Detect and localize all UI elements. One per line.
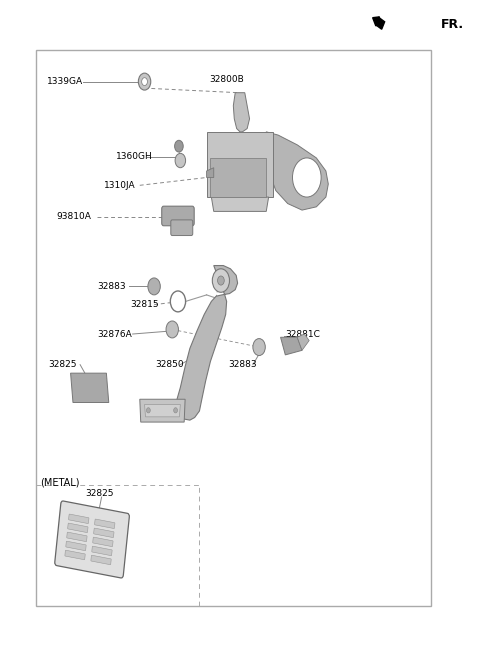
Polygon shape	[233, 93, 250, 132]
Circle shape	[175, 140, 183, 152]
FancyBboxPatch shape	[92, 546, 112, 555]
FancyBboxPatch shape	[55, 501, 129, 578]
Text: 32825: 32825	[48, 360, 77, 369]
Text: (METAL): (METAL)	[40, 477, 80, 487]
Polygon shape	[206, 168, 214, 178]
FancyBboxPatch shape	[94, 528, 114, 538]
Text: 32825: 32825	[85, 489, 113, 498]
Text: 32883: 32883	[228, 360, 257, 369]
Polygon shape	[140, 400, 185, 422]
Circle shape	[142, 78, 147, 86]
Polygon shape	[144, 404, 180, 417]
Polygon shape	[211, 197, 269, 212]
Circle shape	[146, 407, 150, 413]
Polygon shape	[281, 337, 302, 355]
Text: 32800B: 32800B	[209, 75, 244, 84]
FancyBboxPatch shape	[91, 555, 111, 565]
FancyBboxPatch shape	[66, 541, 86, 551]
Polygon shape	[176, 265, 238, 420]
FancyBboxPatch shape	[95, 519, 115, 529]
Circle shape	[253, 339, 265, 356]
Circle shape	[138, 73, 151, 90]
Text: 1339GA: 1339GA	[47, 77, 83, 86]
Circle shape	[148, 278, 160, 295]
FancyBboxPatch shape	[93, 537, 113, 547]
Circle shape	[174, 407, 178, 413]
FancyArrow shape	[372, 17, 384, 29]
Text: 1360GH: 1360GH	[116, 152, 153, 161]
Text: 93810A: 93810A	[56, 212, 91, 221]
FancyBboxPatch shape	[67, 532, 87, 542]
Text: 32881C: 32881C	[285, 329, 320, 339]
FancyBboxPatch shape	[162, 206, 194, 226]
FancyBboxPatch shape	[69, 514, 89, 523]
Polygon shape	[297, 334, 309, 350]
Text: 32815: 32815	[130, 300, 159, 309]
Circle shape	[166, 321, 179, 338]
FancyBboxPatch shape	[171, 220, 193, 236]
Circle shape	[217, 276, 224, 285]
Circle shape	[175, 153, 186, 168]
Polygon shape	[210, 158, 266, 197]
Polygon shape	[206, 132, 274, 197]
Text: 32883: 32883	[97, 282, 125, 291]
Circle shape	[212, 269, 229, 292]
Text: 32876A: 32876A	[97, 329, 132, 339]
Text: 1310JA: 1310JA	[104, 181, 136, 190]
Text: FR.: FR.	[441, 18, 464, 31]
FancyBboxPatch shape	[65, 550, 85, 560]
Circle shape	[292, 158, 321, 197]
FancyBboxPatch shape	[68, 523, 88, 533]
Bar	[36, 50, 431, 606]
Text: 32850: 32850	[155, 360, 184, 369]
Polygon shape	[71, 373, 109, 403]
Polygon shape	[266, 132, 328, 210]
